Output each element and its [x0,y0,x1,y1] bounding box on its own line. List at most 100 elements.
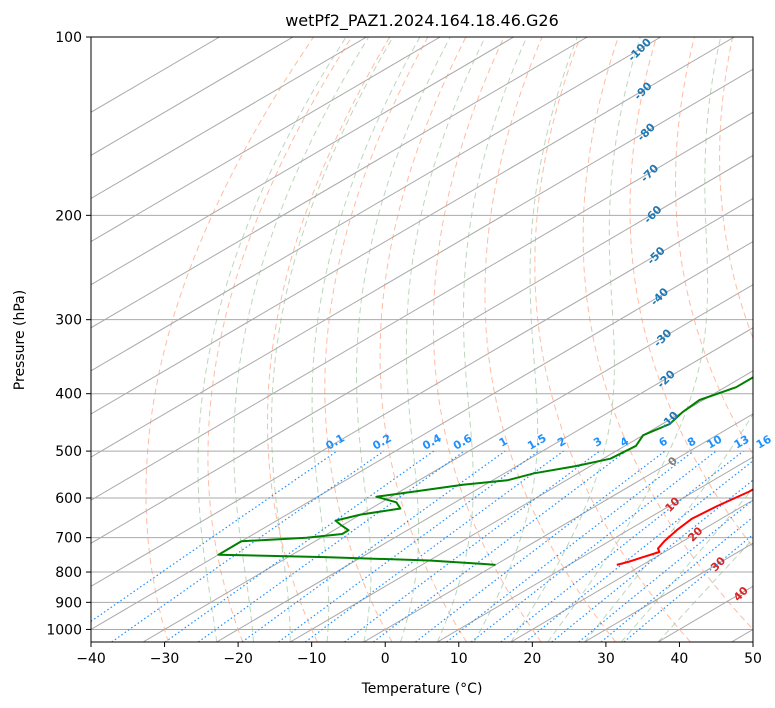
isotherm-line [584,542,753,642]
mixing-ratio-line [278,450,540,642]
mixing-ratio-label: 10 [705,432,725,451]
y-tick-label: 600 [55,491,82,507]
dry-adiabats [145,37,775,642]
dry-adiabat-line [763,37,775,642]
isotherm-line [657,585,753,642]
x-tick-label: 0 [381,651,390,667]
mixing-ratio-label: 1 [497,435,510,450]
moist-adiabat-line [547,37,722,642]
mixing-ratio-label: 0.2 [370,432,393,453]
dry-adiabat-line [207,37,353,642]
x-tick-label: −20 [223,651,253,667]
y-tick-label: 500 [55,444,82,460]
isotherm-label: 0 [665,454,680,469]
isotherm-line [363,413,753,642]
dry-adiabat-line [324,37,429,642]
isotherm-line [91,37,294,156]
mixing-ratio-line [415,450,666,642]
mixing-ratio-line [500,450,744,642]
isotherm-label: -60 [641,203,664,226]
isotherm-label: 40 [731,584,751,604]
y-axis-label: Pressure (hPa) [12,290,28,390]
dry-adiabat-line [629,37,753,548]
isotherm-label: 10 [663,494,683,514]
chart-title: wetPf2_PAZ1.2024.164.18.46.G26 [285,11,559,31]
isotherm-label: -80 [635,120,658,143]
isotherm-line [91,37,514,286]
isotherm-line [142,284,753,642]
moist-adiabat-line [620,487,753,642]
mixing-ratio-line [551,479,753,642]
skewed-isotherms [91,37,753,642]
isotherm-label: -40 [648,285,671,308]
y-tick-label: 200 [55,208,82,224]
x-axis-ticks: −40 −30 −20 −10 0 10 20 30 40 50 [76,642,762,667]
moist-adiabat-line [473,37,578,642]
mixing-ratio-line [197,450,465,642]
isotherm-line [91,37,441,243]
isotherm-line [91,37,662,372]
x-tick-label: 20 [523,651,541,667]
y-axis-ticks: 100 200 300 400 500 600 700 800 900 1000 [46,30,91,638]
mixing-ratio-line [623,533,753,642]
isotherm-line [91,197,753,587]
dry-adiabat-line [534,37,691,642]
y-tick-label: 300 [55,313,82,329]
moist-adiabat-line [356,37,451,642]
isotherm-line [510,499,753,642]
isotherm-label: 20 [685,524,705,544]
isotherm-line [91,154,753,544]
dewpoint-line [217,376,753,566]
mixing-ratio-label: 4 [618,434,631,449]
isotherm-line [91,37,367,200]
y-tick-label: 100 [55,30,82,46]
mixing-ratio-line [446,450,694,642]
profile-lines [217,376,753,566]
mixing-ratio-line [164,450,435,642]
mixing-ratio-line [578,499,753,642]
mixing-ratio-line [600,516,753,642]
x-tick-label: −40 [76,651,106,667]
pressure-gridlines [91,37,753,630]
plot-frame [90,36,754,643]
y-tick-label: 700 [55,531,82,547]
y-tick-label: 1000 [46,622,82,638]
mixing-ratio-line [372,450,627,642]
isotherm-label: -50 [645,244,668,267]
x-tick-label: −10 [297,651,327,667]
x-axis-label: Temperature (°C) [361,681,483,697]
mixing-ratio-line [111,450,385,642]
isotherm-line [437,456,753,642]
dry-adiabat-line [719,37,753,340]
dry-adiabat-line [582,37,753,631]
isotherm-label: -20 [654,367,677,390]
y-tick-label: 400 [55,387,82,403]
x-tick-label: 40 [671,651,689,667]
mixing-ratio-line [344,450,600,642]
dry-adiabat-line [484,37,617,642]
moist-adiabat-line [311,37,421,642]
moist-adiabats [197,37,753,642]
moist-adiabat-line [233,37,370,642]
mixing-ratio-labels: 0.10.20.40.611.52346810131620253036 [324,431,774,453]
isotherm-line [91,111,753,501]
mixing-ratio-label: 6 [657,434,670,449]
x-tick-label: 10 [450,651,468,667]
isotherm-line [91,68,753,458]
moist-adiabat-line [197,37,347,642]
moist-adiabat-line [436,37,528,642]
isotherm-label: -100 [625,35,654,64]
mixing-ratio-label: 16 [754,432,774,451]
y-tick-label: 900 [55,595,82,611]
mixing-ratio-lines [91,450,753,642]
y-tick-label: 800 [55,565,82,581]
isotherm-label: -90 [631,79,654,102]
moist-adiabat-line [584,413,753,642]
mixing-ratio-label: 13 [732,433,752,452]
mixing-ratio-line [524,460,753,642]
isotherm-line [91,37,588,329]
mixing-ratio-label: 3 [591,435,604,450]
mixing-ratio-line [304,450,564,642]
x-tick-label: 50 [744,651,762,667]
